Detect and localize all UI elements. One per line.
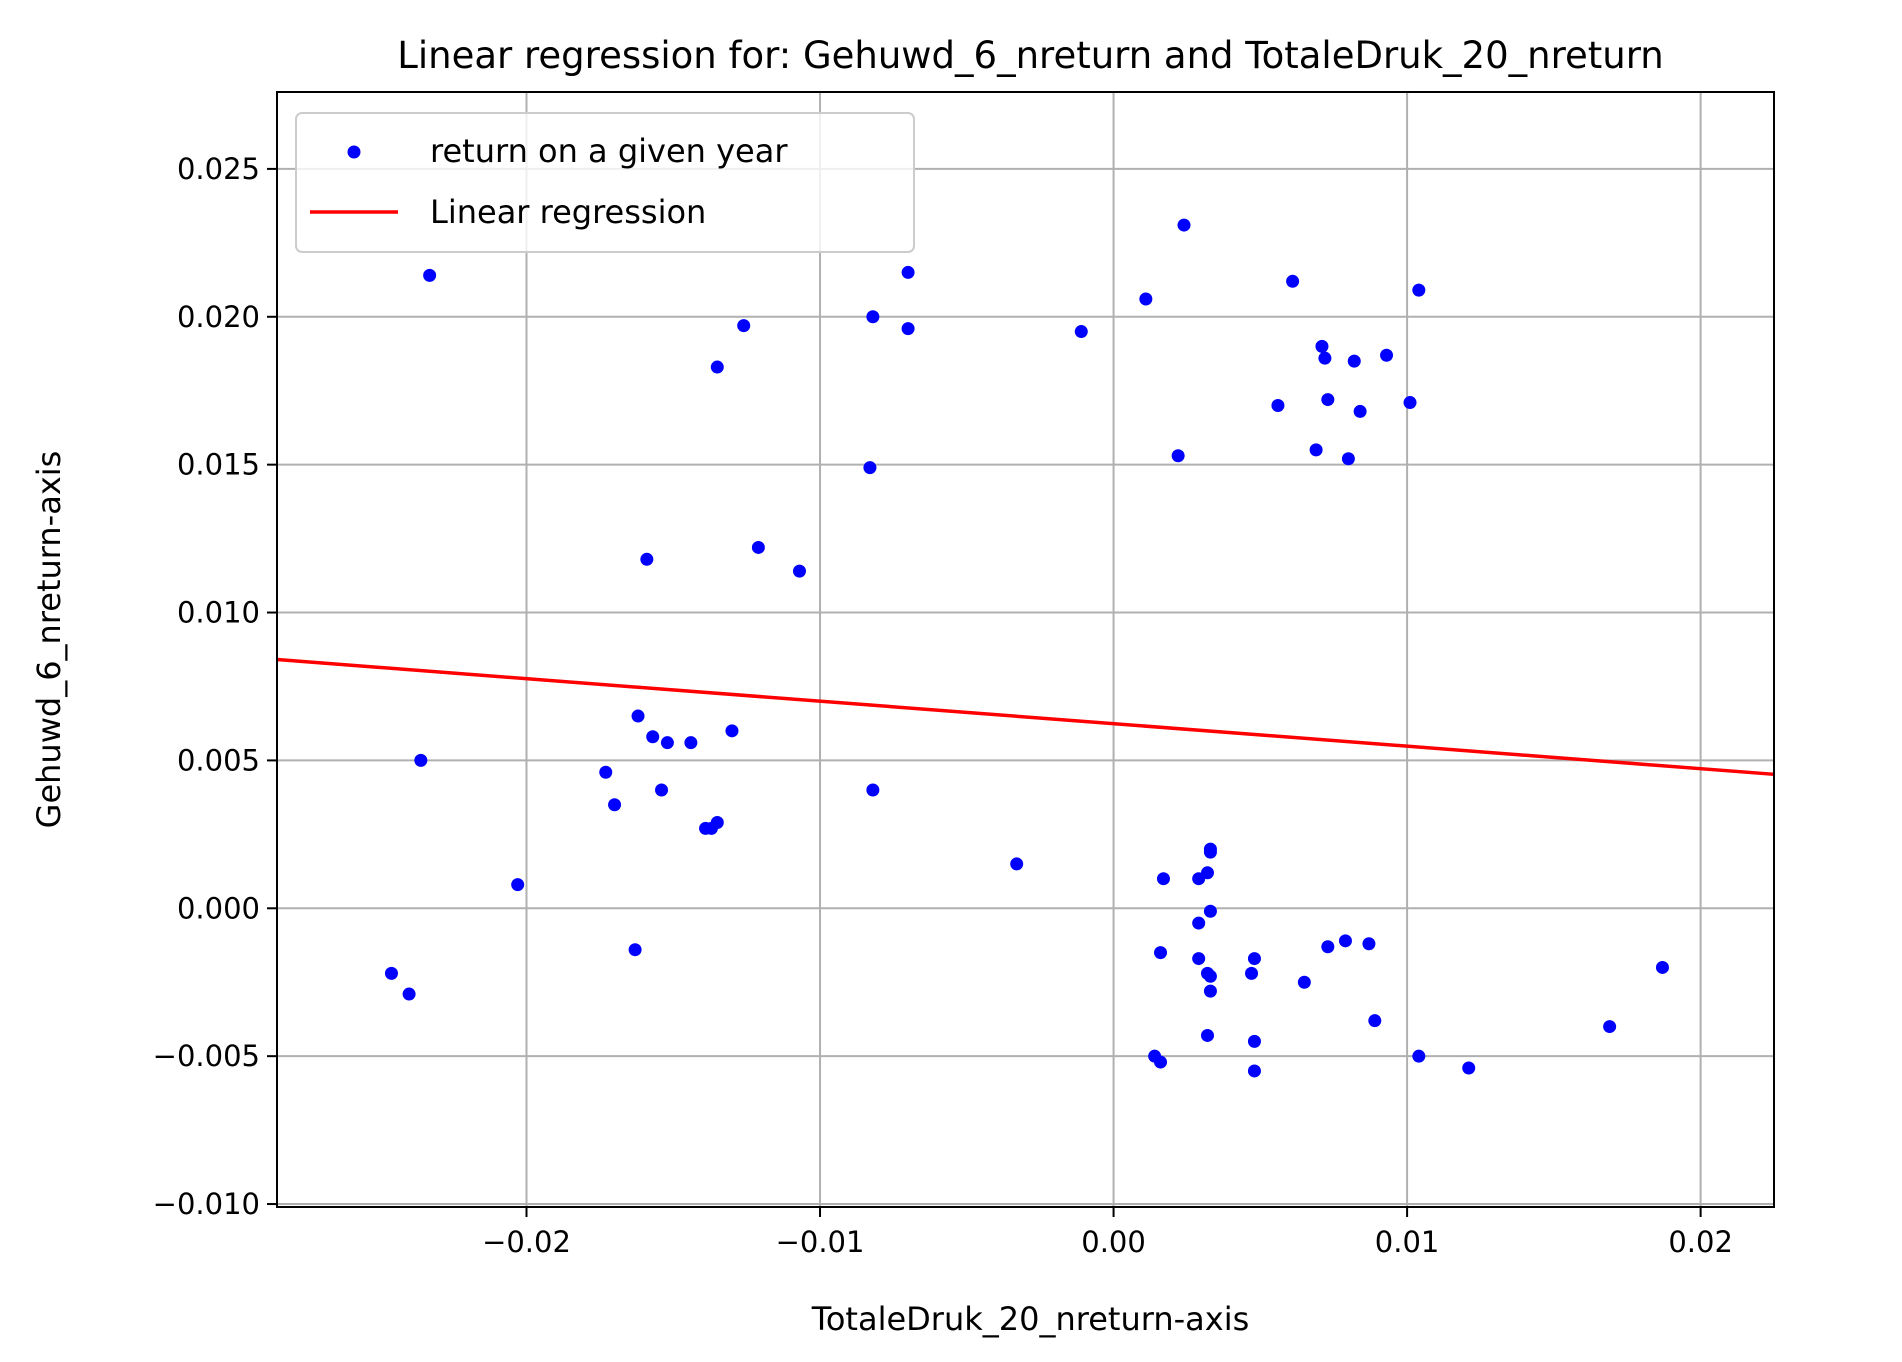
scatter-point xyxy=(1203,984,1217,998)
scatter-point xyxy=(1403,396,1417,410)
y-tick-label: −0.005 xyxy=(153,1039,260,1073)
scatter-point xyxy=(511,878,525,892)
legend-marker-scatter xyxy=(347,145,361,159)
scatter-point xyxy=(1247,1064,1261,1078)
scatter-point xyxy=(1271,399,1285,413)
scatter-point xyxy=(1010,857,1024,871)
scatter-point xyxy=(1368,1014,1382,1028)
scatter-point xyxy=(863,461,877,475)
scatter-point xyxy=(646,730,660,744)
x-tick-label: 0.02 xyxy=(1668,1225,1733,1259)
scatter-point xyxy=(1156,872,1170,886)
x-tick-label: 0.01 xyxy=(1375,1225,1440,1259)
scatter-point xyxy=(901,322,915,336)
scatter-point xyxy=(1315,339,1329,353)
y-tick-label: 0.005 xyxy=(177,743,260,777)
scatter-point xyxy=(1200,1028,1214,1042)
scatter-point xyxy=(599,765,613,779)
y-tick-label: 0.000 xyxy=(177,891,260,925)
y-tick-label: 0.025 xyxy=(177,152,260,186)
scatter-point xyxy=(1318,351,1332,365)
plot-data xyxy=(276,218,1775,1078)
scatter-point xyxy=(1203,845,1217,859)
scatter-point xyxy=(1309,443,1323,457)
chart-title: Linear regression for: Gehuwd_6_nreturn … xyxy=(397,34,1663,77)
scatter-point xyxy=(710,360,724,374)
scatter-point xyxy=(414,753,428,767)
scatter-point xyxy=(1347,354,1361,368)
scatter-point xyxy=(640,552,654,566)
legend-label-scatter: return on a given year xyxy=(430,132,788,170)
scatter-point xyxy=(1603,1020,1617,1034)
scatter-point xyxy=(725,724,739,738)
scatter-point xyxy=(631,709,645,723)
scatter-point xyxy=(1297,975,1311,989)
scatter-point xyxy=(1177,218,1191,232)
y-tick-label: 0.015 xyxy=(177,448,260,482)
scatter-point xyxy=(1286,274,1300,288)
scatter-point xyxy=(1139,292,1153,306)
plot-frame xyxy=(276,91,1775,1208)
scatter-point xyxy=(792,564,806,578)
scatter-point xyxy=(1655,960,1669,974)
y-tick-label: 0.020 xyxy=(177,300,260,334)
scatter-point xyxy=(751,540,765,554)
scatter-point xyxy=(1192,916,1206,930)
legend-box xyxy=(295,112,915,253)
scatter-point xyxy=(423,268,437,282)
scatter-point xyxy=(1203,904,1217,918)
y-tick-label: 0.010 xyxy=(177,596,260,630)
scatter-point xyxy=(1245,966,1259,980)
y-axis-label: Gehuwd_6_nreturn-axis xyxy=(30,451,68,829)
scatter-point xyxy=(1247,1034,1261,1048)
scatter-point xyxy=(1341,452,1355,466)
scatter-point xyxy=(1200,866,1214,880)
scatter-point xyxy=(1192,952,1206,966)
axis-ticks: −0.02 −0.01 0.00 0.01 0.02 −0.010 −0.005 0.000 0… xyxy=(153,152,1733,1259)
scatter-point xyxy=(628,943,642,957)
x-tick-label: 0.00 xyxy=(1081,1225,1146,1259)
scatter-point xyxy=(684,736,698,750)
scatter-point xyxy=(1154,946,1168,960)
scatter-point xyxy=(1203,969,1217,983)
scatter-point xyxy=(384,966,398,980)
x-tick-label: −0.02 xyxy=(482,1225,571,1259)
legend: return on a given year Linear regression xyxy=(295,112,915,253)
scatter-point xyxy=(710,816,724,830)
scatter-point xyxy=(901,265,915,279)
scatter-point xyxy=(1154,1055,1168,1069)
x-tick-label: −0.01 xyxy=(776,1225,865,1259)
grid-lines xyxy=(277,92,1774,1207)
y-tick-label: −0.010 xyxy=(153,1187,260,1221)
scatter-point xyxy=(1247,952,1261,966)
scatter-point xyxy=(866,310,880,324)
legend-label-line: Linear regression xyxy=(430,193,706,231)
scatter-point xyxy=(1074,325,1088,339)
scatter-point xyxy=(1412,1049,1426,1063)
scatter-point xyxy=(1171,449,1185,463)
scatter-point xyxy=(1380,348,1394,362)
scatter-point xyxy=(660,736,674,750)
regression-line xyxy=(276,657,1775,777)
scatter-point xyxy=(1338,934,1352,948)
scatter-point xyxy=(1321,940,1335,954)
scatter-point xyxy=(608,798,622,812)
x-axis-label: TotaleDruk_20_nreturn-axis xyxy=(811,1300,1250,1338)
scatter-point xyxy=(1462,1061,1476,1075)
scatter-point xyxy=(655,783,669,797)
scatter-point xyxy=(1353,404,1367,418)
scatter-point xyxy=(866,783,880,797)
scatter-point xyxy=(1412,283,1426,297)
scatter-point xyxy=(1362,937,1376,951)
scatter-point xyxy=(737,319,751,333)
scatter-point xyxy=(1321,393,1335,407)
scatter-point xyxy=(402,987,416,1001)
